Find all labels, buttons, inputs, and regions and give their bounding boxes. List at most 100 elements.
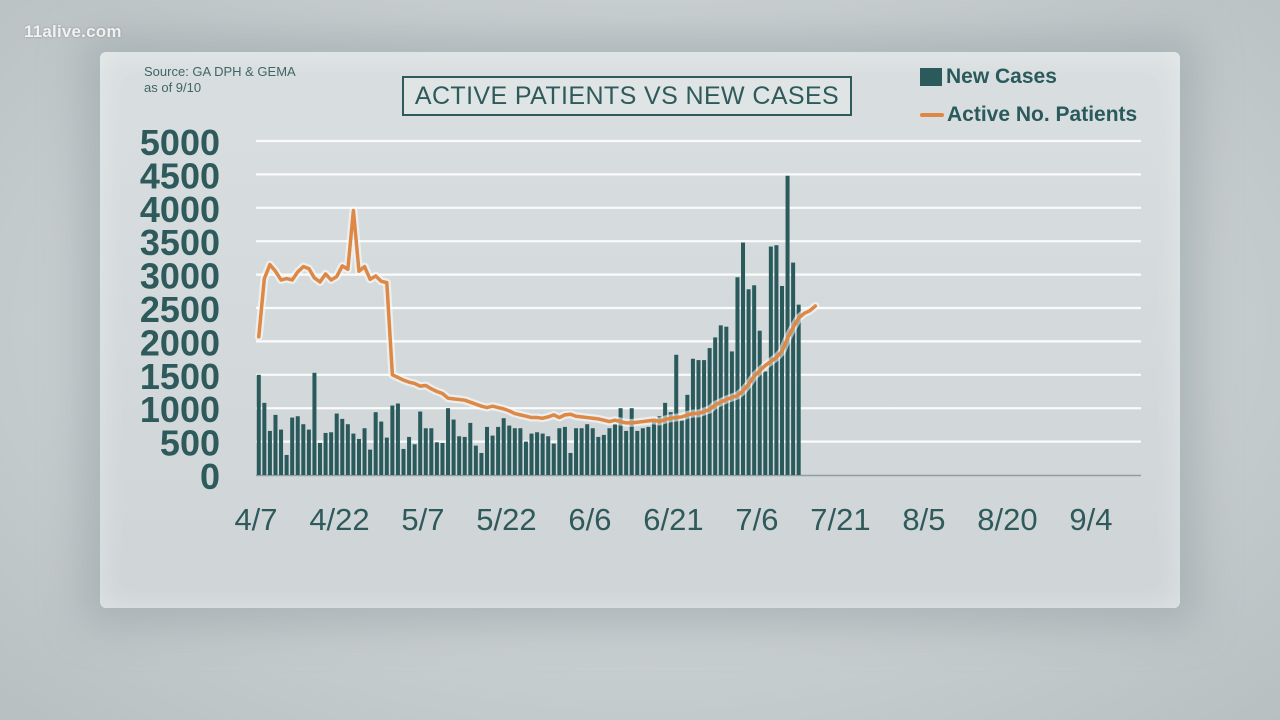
bar: [590, 428, 595, 475]
y-tick-label: 1000: [140, 389, 220, 430]
bar: [479, 452, 484, 475]
bar: [345, 424, 350, 475]
bar: [395, 403, 400, 475]
x-tick-label: 6/21: [643, 502, 703, 537]
bar: [446, 408, 451, 475]
bar: [618, 408, 623, 475]
bar: [290, 417, 295, 475]
as-of-line: as of 9/10: [144, 80, 202, 95]
bar: [473, 445, 478, 475]
x-tick-label: 8/20: [977, 502, 1037, 537]
bar: [262, 402, 267, 475]
bar: [557, 428, 562, 475]
x-tick-label: 4/22: [309, 502, 369, 537]
bar: [785, 175, 790, 476]
x-tick-label: 5/22: [476, 502, 536, 537]
legend-swatch-bar: [920, 68, 942, 86]
y-tick-label: 3000: [140, 256, 220, 297]
legend-swatch-line: [920, 113, 944, 117]
bar: [779, 285, 784, 475]
bar: [791, 262, 796, 475]
bar: [429, 428, 434, 475]
bar: [574, 428, 579, 475]
bar: [596, 436, 601, 475]
bar: [295, 416, 300, 475]
y-tick-label: 3500: [140, 222, 220, 263]
source-line: Source: GA DPH & GEMA: [144, 64, 296, 79]
bar: [440, 442, 445, 475]
bar: [512, 428, 517, 475]
brand-watermark: 11alive.com: [24, 22, 122, 41]
bar: [407, 436, 412, 475]
chart-title: ACTIVE PATIENTS VS NEW CASES: [402, 76, 852, 116]
bar: [323, 432, 328, 475]
bar: [640, 428, 645, 475]
x-tick-label: 7/21: [810, 502, 870, 537]
bar: [668, 412, 673, 475]
bar: [273, 414, 278, 475]
x-tick-label: 9/4: [1069, 502, 1112, 537]
bar: [418, 411, 423, 475]
legend-label-new-cases: New Cases: [946, 65, 1057, 88]
x-tick-label: 8/5: [902, 502, 945, 537]
legend-item-new-cases: New Cases: [920, 58, 1137, 96]
bar: [457, 436, 462, 475]
bar: [373, 412, 378, 475]
bar: [523, 441, 528, 475]
bar: [607, 428, 612, 475]
legend-label-active-patients: Active No. Patients: [947, 103, 1138, 126]
bar: [384, 437, 389, 475]
bar: [562, 426, 567, 475]
y-tick-label: 0: [200, 456, 220, 497]
bar: [735, 277, 740, 475]
bar: [685, 394, 690, 475]
bar: [279, 429, 284, 475]
bar: [318, 442, 323, 475]
bar: [340, 418, 345, 475]
bar: [518, 428, 523, 475]
y-tick-label: 4500: [140, 155, 220, 196]
y-tick-label: 4000: [140, 189, 220, 230]
bar: [635, 430, 640, 475]
source-note: Source: GA DPH & GEMA as of 9/10: [144, 64, 296, 96]
bar: [757, 330, 762, 475]
bar: [484, 426, 489, 475]
bar: [551, 443, 556, 475]
bar: [362, 428, 367, 475]
bar: [306, 429, 311, 475]
bar: [462, 436, 467, 475]
bar: [629, 408, 634, 475]
bar: [741, 242, 746, 475]
bar: [702, 360, 707, 475]
bar: [351, 433, 356, 475]
bar: [501, 418, 506, 475]
bar: [312, 372, 317, 475]
chart-title-text: ACTIVE PATIENTS VS NEW CASES: [414, 81, 840, 110]
bar: [624, 430, 629, 475]
bar: [657, 416, 662, 475]
bar: [535, 432, 540, 475]
x-tick-label: 5/7: [401, 502, 444, 537]
y-tick-label: 1500: [140, 356, 220, 397]
series-line-active-patients: [257, 208, 818, 425]
bar: [329, 432, 334, 475]
y-tick-label: 5000: [140, 122, 220, 163]
bar: [256, 374, 261, 475]
chart-panel: [100, 52, 1180, 608]
bar: [729, 351, 734, 475]
bar: [613, 424, 618, 475]
bar: [507, 425, 512, 475]
bar: [490, 435, 495, 475]
bar: [601, 434, 606, 475]
y-tick-label: 2000: [140, 322, 220, 363]
bar: [540, 433, 545, 475]
bar: [379, 421, 384, 475]
bar: [334, 413, 339, 475]
bar: [646, 426, 651, 475]
bar: [267, 430, 272, 475]
x-tick-label: 6/6: [568, 502, 611, 537]
bar: [679, 420, 684, 475]
x-tick-label: 7/6: [735, 502, 778, 537]
bar: [546, 436, 551, 475]
bar: [663, 402, 668, 475]
